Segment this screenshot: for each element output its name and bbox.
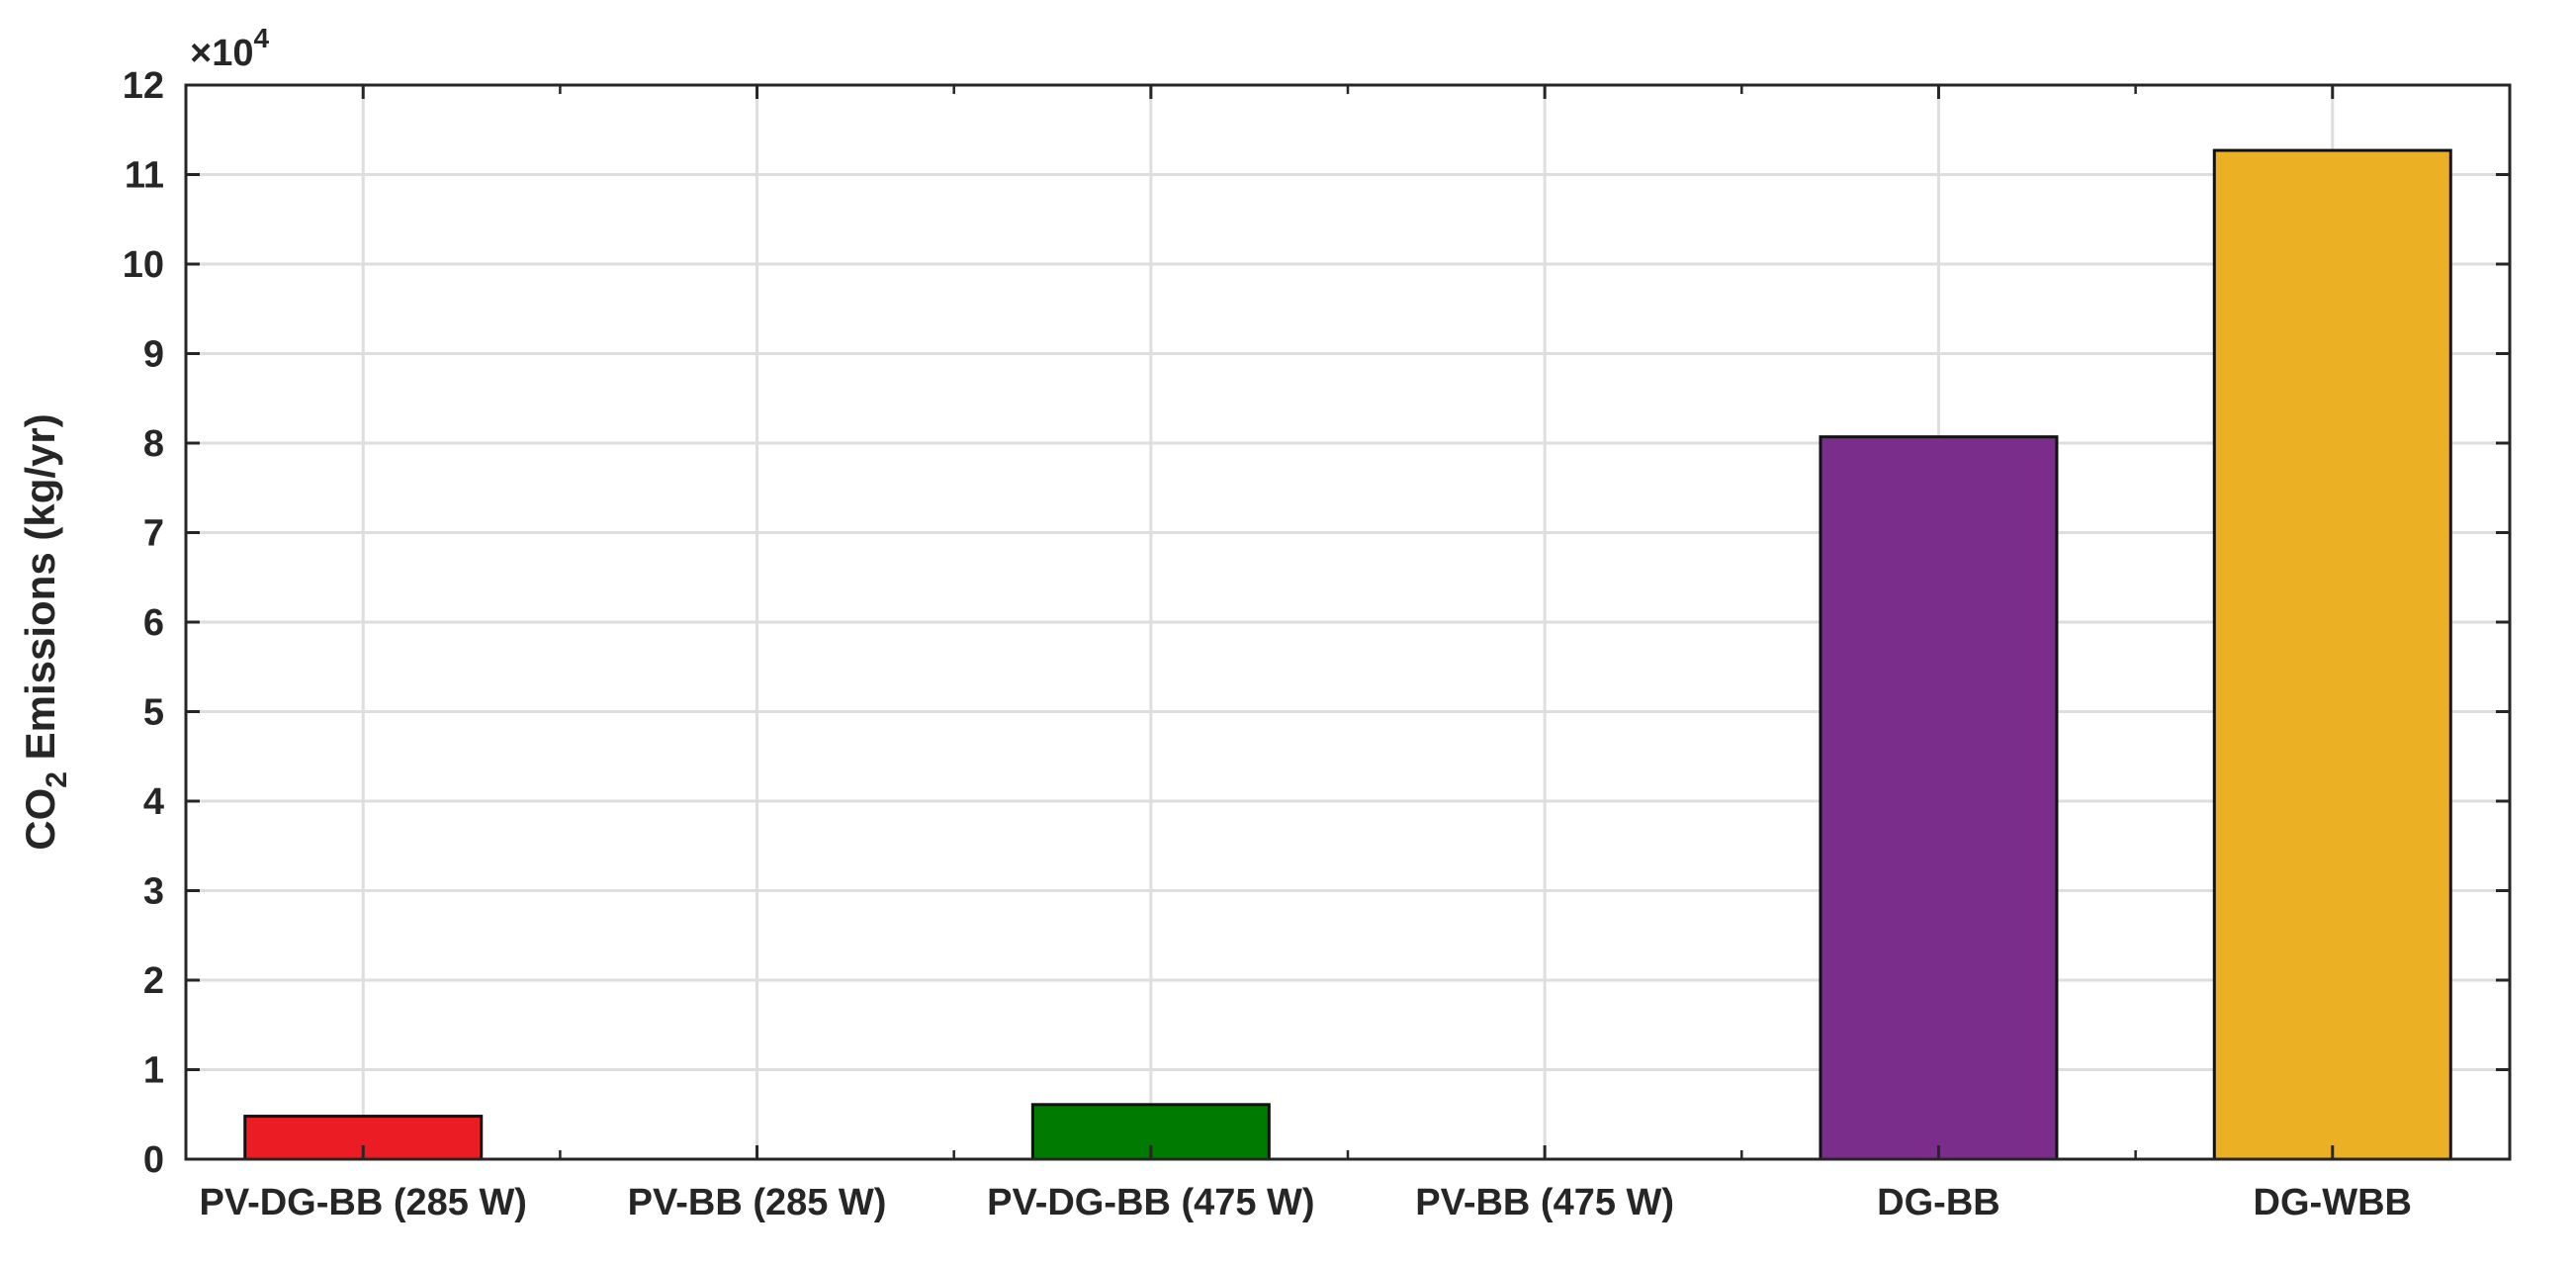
y-axis-label-main: CO bbox=[17, 788, 63, 851]
x-tick-label: DG-WBB bbox=[2254, 1182, 2412, 1223]
x-tick-label: PV-DG-BB (475 W) bbox=[987, 1182, 1314, 1223]
y-tick-label: 4 bbox=[143, 781, 164, 823]
y-tick-label: 10 bbox=[123, 244, 164, 286]
y-tick-label: 8 bbox=[143, 423, 164, 465]
bar bbox=[1819, 435, 2059, 1161]
y-axis-label: CO2 Emissions (kg/yr) bbox=[17, 413, 73, 850]
tick-marks bbox=[186, 83, 2510, 1161]
y-axis-label-subscript: 2 bbox=[41, 771, 73, 788]
y-tick-label: 12 bbox=[123, 65, 164, 107]
grid-lines bbox=[186, 85, 2510, 1159]
bars bbox=[243, 148, 2452, 1161]
y-tick-label: 2 bbox=[143, 960, 164, 1002]
y-axis-exponent: ×104 bbox=[190, 23, 269, 74]
y-tick-label: 0 bbox=[143, 1139, 164, 1181]
x-tick-label: PV-BB (285 W) bbox=[628, 1182, 887, 1223]
y-exponent-base: ×10 bbox=[190, 33, 253, 74]
x-tick-label: PV-DG-BB (285 W) bbox=[199, 1182, 526, 1223]
x-tick-labels: PV-DG-BB (285 W) PV-BB (285 W) PV-DG-BB (4… bbox=[199, 1182, 2411, 1223]
x-tick-label: PV-BB (475 W) bbox=[1415, 1182, 1674, 1223]
bar bbox=[2212, 148, 2452, 1161]
y-tick-label: 6 bbox=[143, 602, 164, 644]
y-tick-label: 7 bbox=[143, 513, 164, 555]
y-tick-label: 9 bbox=[143, 334, 164, 376]
x-tick-label: DG-BB bbox=[1877, 1182, 2000, 1223]
y-tick-label: 3 bbox=[143, 871, 164, 913]
y-axis-label-rest: Emissions (kg/yr) bbox=[17, 413, 63, 771]
y-exponent-power: 4 bbox=[253, 23, 269, 53]
y-tick-label: 5 bbox=[143, 692, 164, 734]
y-tick-label: 11 bbox=[125, 155, 164, 197]
y-tick-label: 1 bbox=[143, 1050, 164, 1092]
